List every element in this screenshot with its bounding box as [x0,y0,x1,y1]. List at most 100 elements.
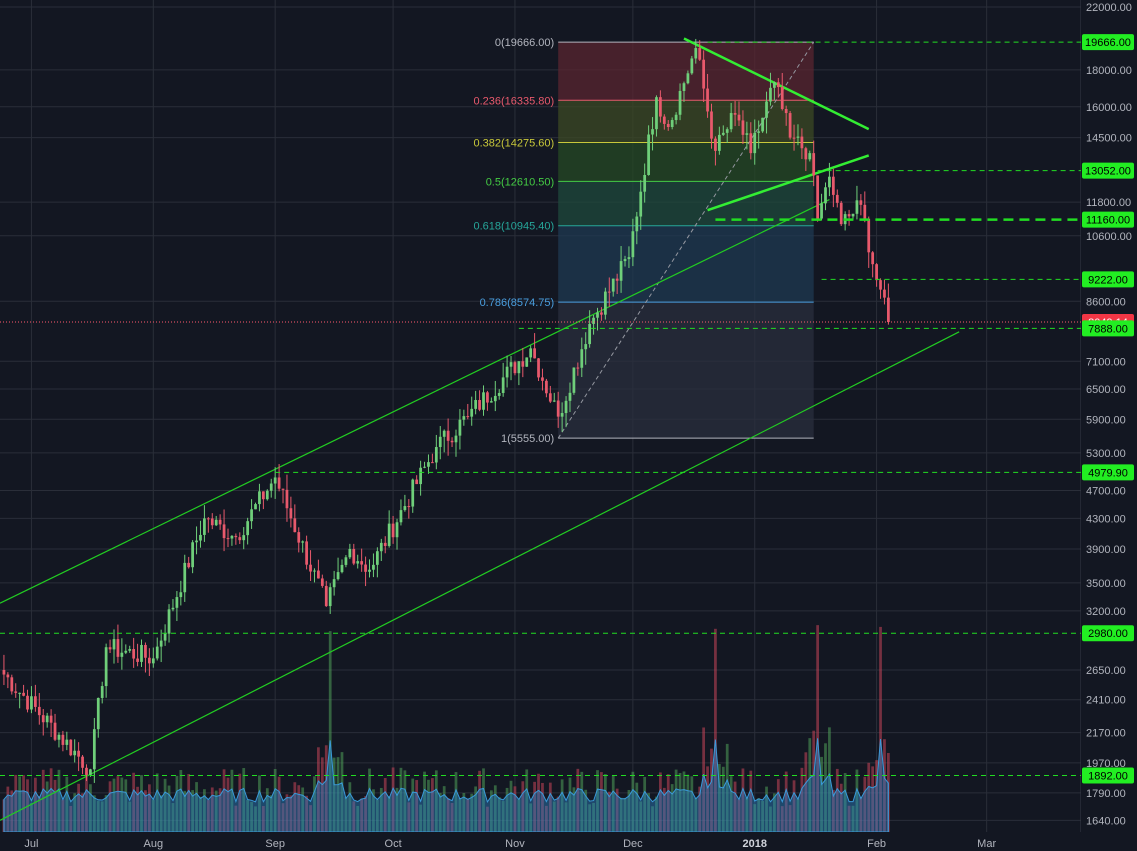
time-axis[interactable]: Jul Aug Sep Oct Nov Dec 2018 Feb Mar [24,838,996,850]
candle-body [214,519,218,526]
candle-body [116,639,120,657]
price-label-text: 4979.90 [1088,467,1128,479]
candle-body [533,348,536,359]
price-axis-panel[interactable] [1081,0,1137,832]
volume-bar [753,804,757,832]
price-label-text: 13052.00 [1085,166,1131,178]
candle-body [10,677,14,692]
candle-body [100,686,104,698]
candle-body [729,113,733,130]
volume-bar [57,769,61,832]
candle-body [867,218,871,253]
candle-body [81,756,84,768]
volume-bar [195,782,198,832]
volume-bar [269,795,273,832]
candle-body [250,509,253,522]
candle-body [261,491,265,500]
volume-bar [431,778,434,832]
candle-body [470,408,474,417]
candle-body [73,750,77,756]
channel-lower-line [0,331,960,821]
volume-bar [167,785,171,832]
price-label-tag [1082,34,1134,51]
volume-bar [210,787,214,832]
volume-bar [686,774,690,832]
candle-body [458,419,462,436]
volume-bar [41,769,45,832]
candle-body [808,153,812,160]
price-label-tag [1082,320,1134,337]
candle-body [784,108,788,114]
candle-body [765,101,768,118]
volume-bar [592,802,595,832]
volume-bar [615,788,619,832]
trendlines[interactable] [0,37,960,821]
candle-body [662,116,666,124]
candle-body [364,564,367,572]
volume-bar [250,802,253,832]
candle-body [301,541,305,543]
price-labels: 19666.0013052.0011160.009222.008049.1478… [1082,34,1134,784]
candle-body [348,548,352,558]
candle-body [328,587,332,607]
candle-body [603,291,607,315]
volume-bar [407,802,411,832]
volume-bar [694,797,698,832]
time-tick-label: Aug [144,838,164,850]
volume-bar [144,790,147,832]
candle-body [875,264,878,281]
price-tick-label: 1640.00 [1086,815,1126,827]
volume-bar [336,757,340,832]
volume-bar [871,766,875,832]
candle-body [529,348,533,358]
volume-bar [780,806,784,832]
candle-body [147,657,151,664]
candle-body [210,518,214,526]
candle-body [462,416,466,420]
price-tick-label: 11800.00 [1086,197,1131,209]
candle-body [454,435,458,443]
volume-bar [92,795,96,832]
volume-bar [120,777,124,832]
candle-body [136,658,139,662]
volume-bar [859,797,863,832]
volume-bar [729,776,733,832]
candle-body [887,297,890,322]
volume-bar [501,801,505,832]
candle-body [682,83,686,91]
volume-bar [289,795,293,832]
volume-bar [328,631,332,832]
volume-bar [698,786,702,832]
price-label-tag [1082,767,1134,784]
volume-bar [474,786,478,832]
candle-body [883,289,886,298]
volume-bar [600,772,603,832]
volume-bar [116,776,120,832]
price-label-tag [1082,464,1134,481]
candle-body [773,82,776,88]
volume-bar [623,797,627,832]
volume-bar [415,780,419,832]
price-tick-label: 1790.00 [1086,788,1126,800]
candle-body [293,518,297,533]
volume-bar [788,805,792,832]
volume-bar [136,786,139,832]
candle-body [694,48,698,59]
candle-body [140,644,143,662]
volume-bar [375,799,379,832]
volume-bar [395,787,399,832]
time-axis-panel[interactable] [0,832,1137,851]
volume-bar [151,799,155,832]
candle-body [61,734,65,745]
volume-bar [820,756,823,832]
candle-body [647,134,650,176]
volume-bar [348,782,352,832]
price-tick-label: 3900.00 [1086,544,1126,556]
price-label-tag [1082,271,1134,288]
candle-body [375,551,379,565]
volume-bar [710,748,713,832]
horizontal-levels[interactable] [0,41,1081,777]
candle-body [254,504,257,510]
candle-body [855,200,859,214]
